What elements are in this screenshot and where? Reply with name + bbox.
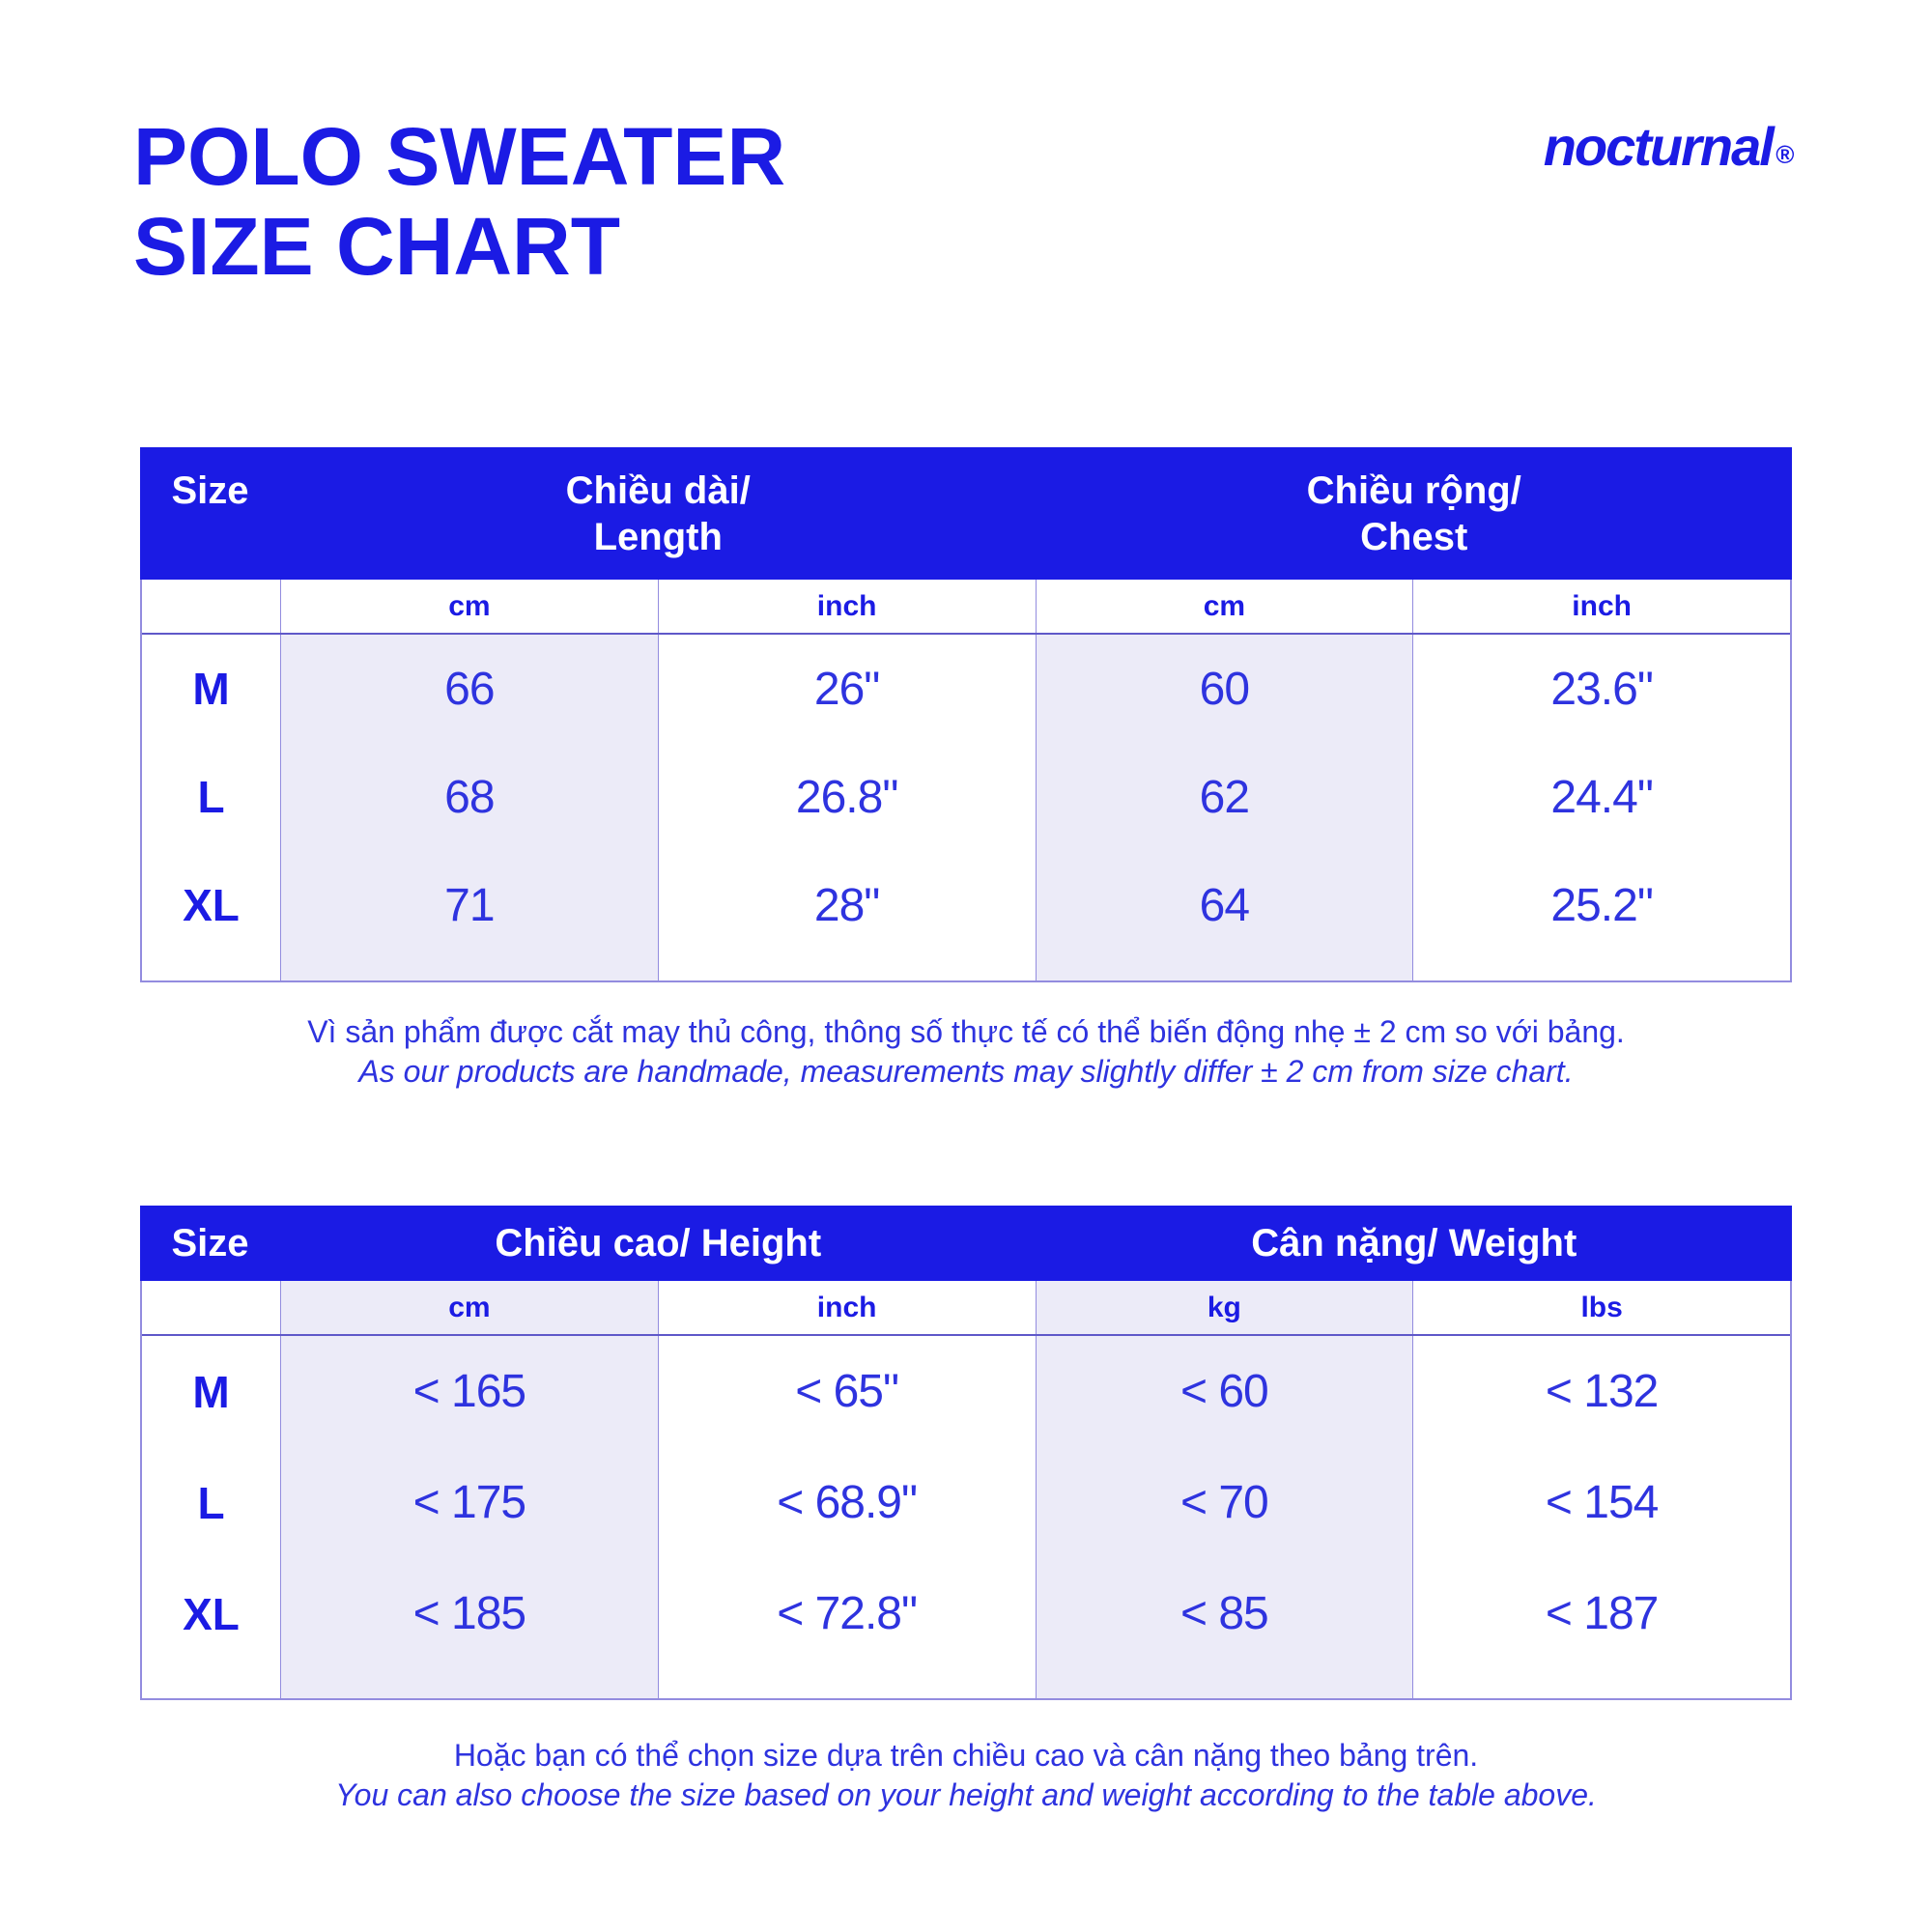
unit-cm-label: cm	[280, 1281, 658, 1334]
size-label: L	[197, 1477, 225, 1528]
height-weight-table: Size Chiều cao/ Height Cân nặng/ Weight …	[140, 1206, 1792, 1700]
brand-logo: nocturnal ®	[1544, 118, 1794, 184]
size-label: M	[192, 664, 230, 714]
size-label: XL	[183, 880, 240, 930]
table-spacer-row	[142, 1669, 1790, 1698]
unit-inch-label: inch	[657, 1281, 1036, 1334]
value-cell: < 165	[280, 1336, 658, 1447]
value-cell: < 68.9"	[657, 1447, 1036, 1558]
note-english: As our products are handmade, measuremen…	[358, 1054, 1574, 1089]
spacer-cell	[142, 959, 280, 980]
value-cell: 64	[1035, 851, 1413, 959]
unit-lbs-label: lbs	[1412, 1281, 1790, 1334]
unit-kg-label: kg	[1035, 1281, 1413, 1334]
header-length-label: Chiều dài/ Length	[280, 447, 1037, 580]
registered-trademark-icon: ®	[1775, 140, 1794, 169]
size-label: XL	[183, 1588, 240, 1639]
height-weight-table-body: cm inch kg lbs M < 165 < 65" < 60 < 132 …	[140, 1281, 1792, 1700]
value-cell: 60	[1035, 635, 1413, 743]
value-cell: < 187	[1412, 1558, 1790, 1669]
table-row-xl: XL 71 28" 64 25.2"	[142, 851, 1790, 959]
value-cell: < 185	[280, 1558, 658, 1669]
value-cell: < 65"	[657, 1336, 1036, 1447]
page-title-line2: SIZE CHART	[133, 201, 620, 292]
value-cell: 66	[280, 635, 658, 743]
spacer-cell	[142, 1669, 280, 1698]
header-height-label: Chiều cao/ Height	[495, 1222, 822, 1264]
note-vietnamese: Vì sản phẩm được cắt may thủ công, thông…	[307, 1014, 1625, 1049]
unit-corner-cell	[142, 580, 280, 633]
table-row-xl: XL < 185 < 72.8" < 85 < 187	[142, 1558, 1790, 1669]
spacer-cell	[1412, 959, 1790, 980]
value-cell: 25.2"	[1412, 851, 1790, 959]
header-weight-label: Cân nặng/ Weight	[1251, 1222, 1577, 1264]
value-cell: 24.4"	[1412, 743, 1790, 851]
height-weight-table-header: Size Chiều cao/ Height Cân nặng/ Weight	[140, 1206, 1792, 1281]
spacer-cell	[280, 1669, 658, 1698]
value-cell: 62	[1035, 743, 1413, 851]
note-english: You can also choose the size based on yo…	[335, 1777, 1597, 1812]
value-cell: 68	[280, 743, 658, 851]
value-cell: < 60	[1035, 1336, 1413, 1447]
spacer-cell	[657, 959, 1036, 980]
unit-inch-label: inch	[1412, 580, 1790, 633]
header-chest-vi: Chiều rộng/	[1306, 469, 1521, 512]
length-chest-table-body: cm inch cm inch M 66 26" 60 23.6" L 68 2…	[140, 580, 1792, 982]
header-size-label: Size	[171, 469, 249, 512]
unit-row: cm inch kg lbs	[142, 1281, 1790, 1336]
value-cell: 26"	[657, 635, 1036, 743]
spacer-cell	[1035, 1669, 1413, 1698]
table-row-l: L 68 26.8" 62 24.4"	[142, 743, 1790, 851]
table-row-l: L < 175 < 68.9" < 70 < 154	[142, 1447, 1790, 1558]
value-cell: < 132	[1412, 1336, 1790, 1447]
value-cell: 26.8"	[657, 743, 1036, 851]
header-size-label: Size	[171, 1222, 249, 1264]
size-label: M	[192, 1366, 230, 1417]
value-cell: 71	[280, 851, 658, 959]
page-title-line1: POLO SWEATER	[133, 111, 786, 202]
header-chest-en: Chest	[1360, 515, 1468, 558]
value-cell: < 154	[1412, 1447, 1790, 1558]
length-chest-table: Size Chiều dài/ Length Chiều rộng/ Chest…	[140, 447, 1792, 982]
spacer-cell	[657, 1669, 1036, 1698]
value-cell: < 85	[1035, 1558, 1413, 1669]
header-chest-label: Chiều rộng/ Chest	[1037, 447, 1793, 580]
header-length-en: Length	[593, 515, 723, 558]
value-cell: < 175	[280, 1447, 658, 1558]
unit-row: cm inch cm inch	[142, 580, 1790, 635]
spacer-cell	[280, 959, 658, 980]
brand-name: nocturnal	[1543, 116, 1775, 177]
header-length-vi: Chiều dài/	[565, 469, 751, 512]
unit-cm-label: cm	[280, 580, 658, 633]
measurement-tolerance-note: Vì sản phẩm được cắt may thủ công, thông…	[0, 1012, 1932, 1092]
spacer-cell	[1035, 959, 1413, 980]
unit-inch-label: inch	[657, 580, 1036, 633]
page-title: POLO SWEATER SIZE CHART	[133, 112, 785, 292]
value-cell: 28"	[657, 851, 1036, 959]
value-cell: < 72.8"	[657, 1558, 1036, 1669]
table-spacer-row	[142, 959, 1790, 980]
table-row-m: M < 165 < 65" < 60 < 132	[142, 1336, 1790, 1447]
table-row-m: M 66 26" 60 23.6"	[142, 635, 1790, 743]
unit-corner-cell	[142, 1281, 280, 1334]
size-label: L	[197, 772, 225, 822]
value-cell: < 70	[1035, 1447, 1413, 1558]
length-chest-table-header: Size Chiều dài/ Length Chiều rộng/ Chest	[140, 447, 1792, 580]
spacer-cell	[1412, 1669, 1790, 1698]
unit-cm-label: cm	[1035, 580, 1413, 633]
note-vietnamese: Hoặc bạn có thể chọn size dựa trên chiều…	[453, 1738, 1479, 1773]
value-cell: 23.6"	[1412, 635, 1790, 743]
size-selection-note: Hoặc bạn có thể chọn size dựa trên chiều…	[0, 1736, 1932, 1815]
